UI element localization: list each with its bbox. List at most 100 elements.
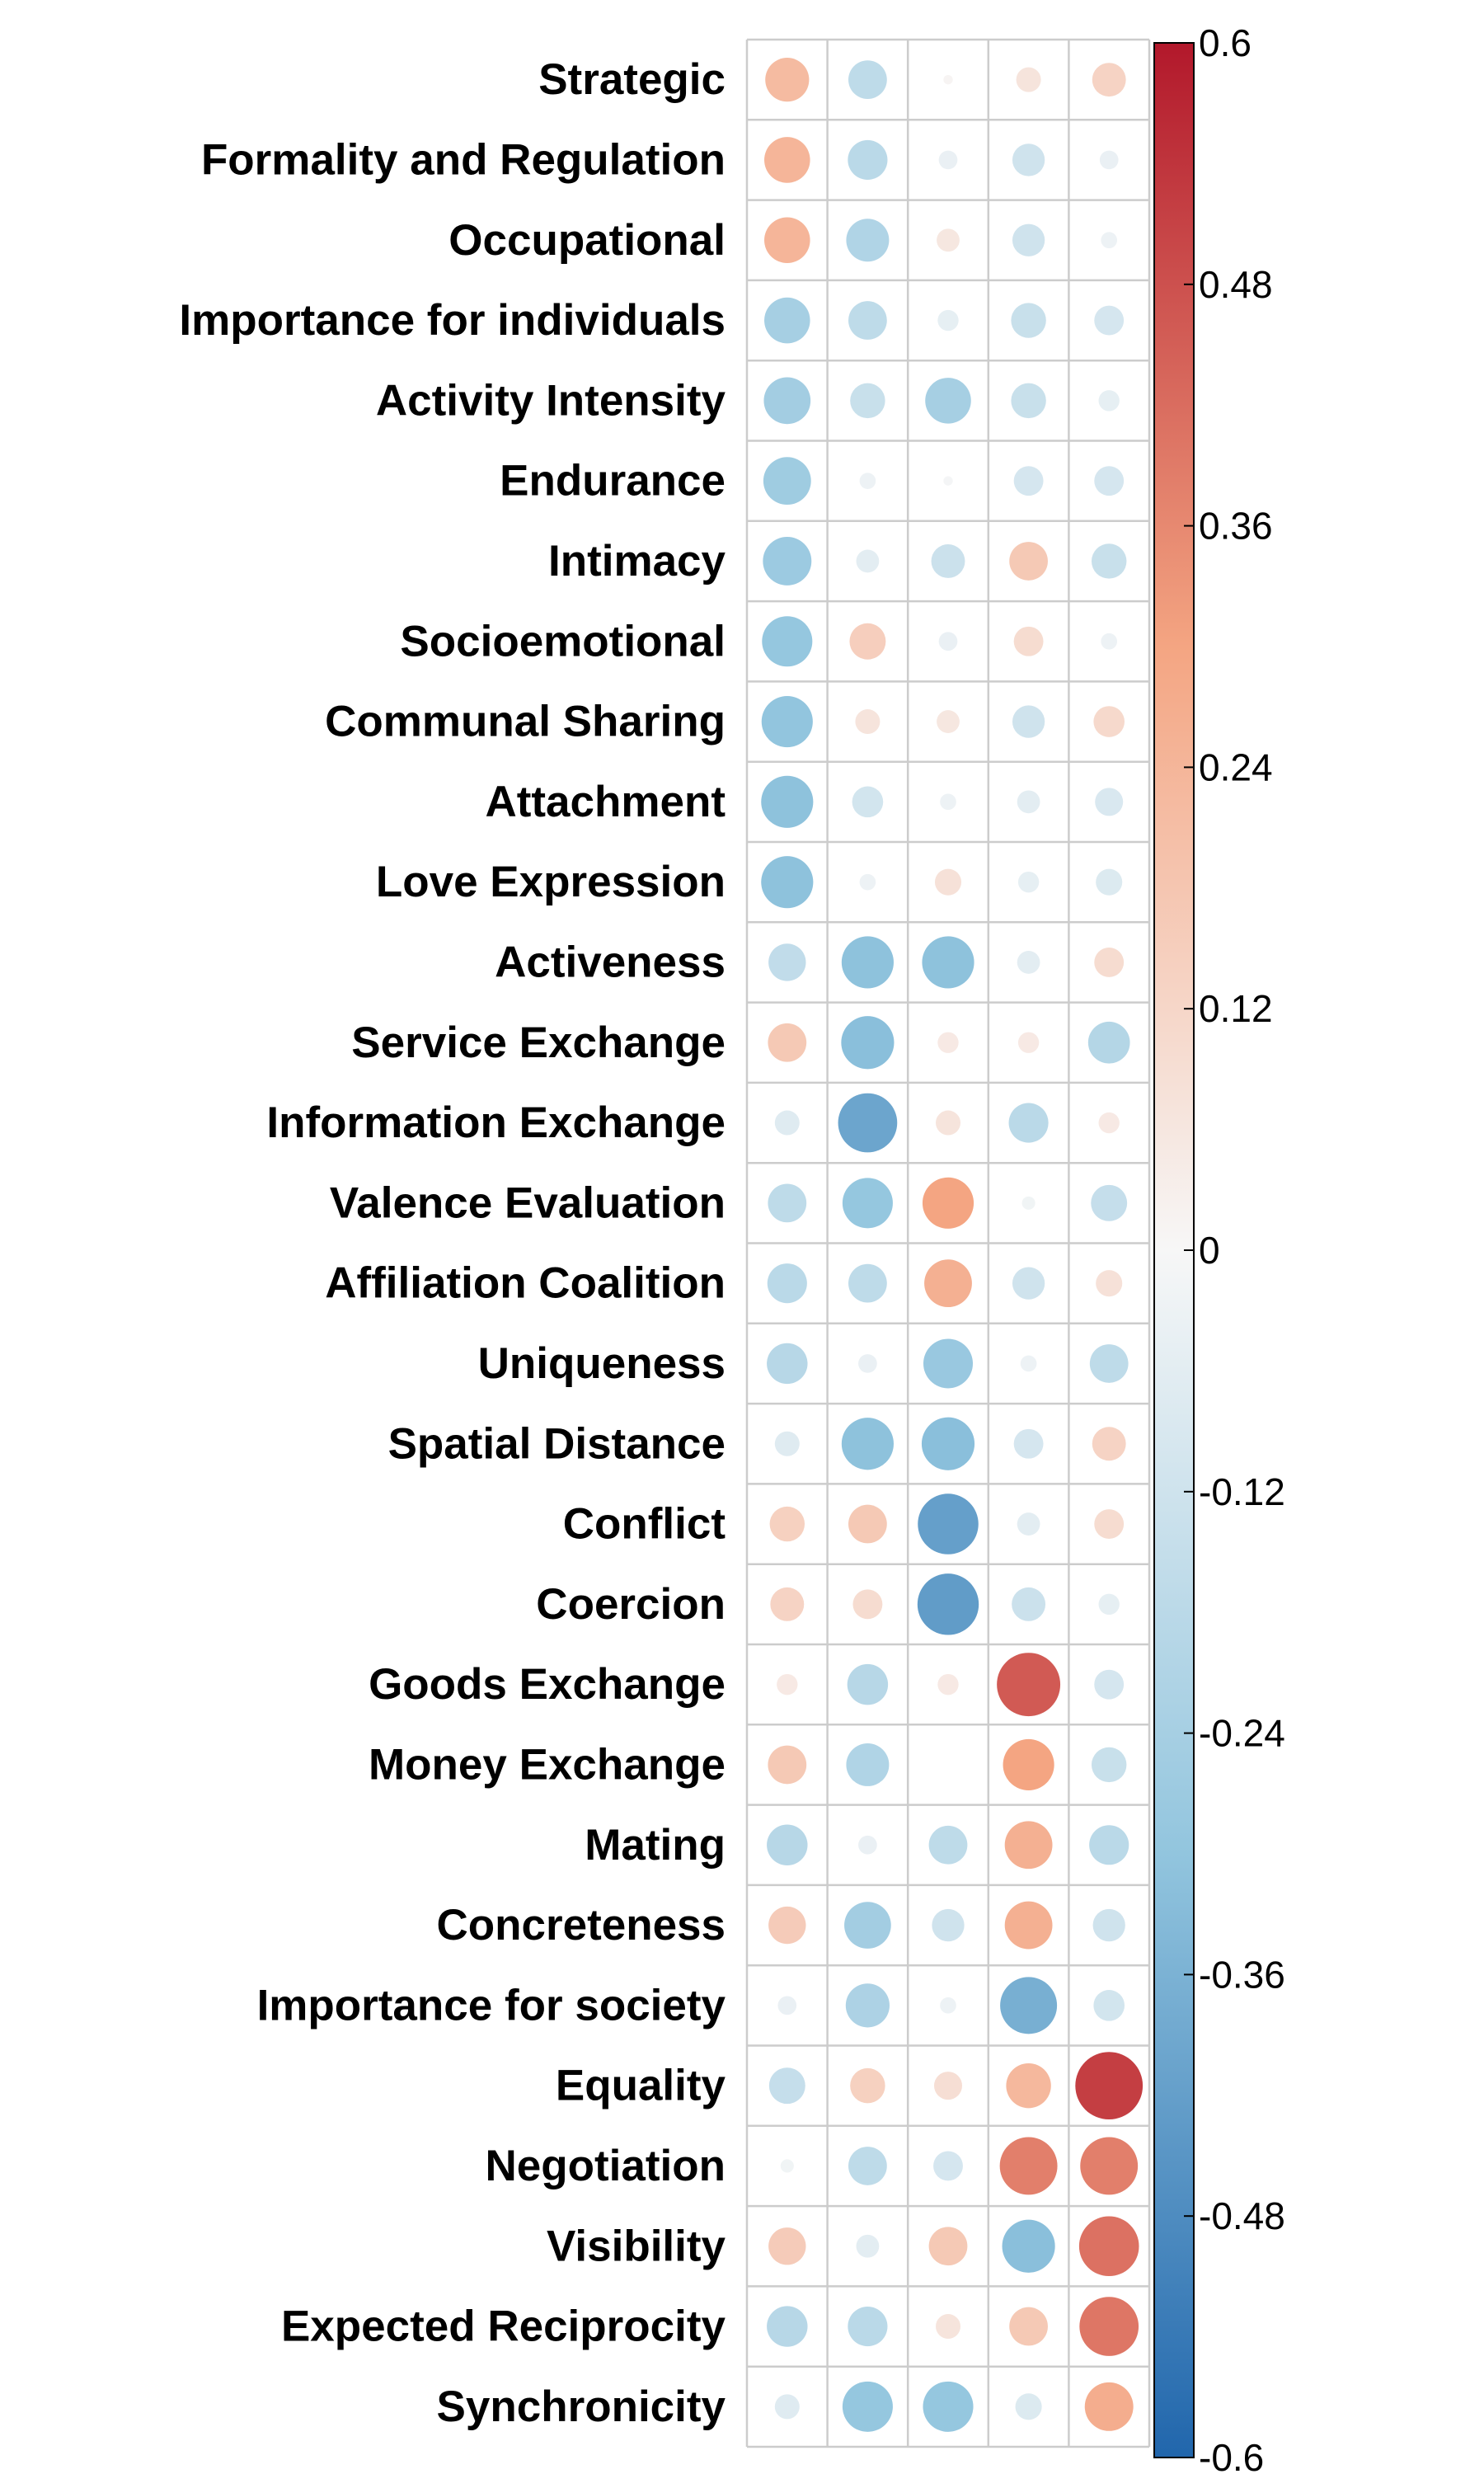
correlation-circle [768, 2067, 805, 2105]
colorbar-tick-label: 0.48 [1199, 263, 1273, 306]
correlation-circle [858, 1354, 877, 1373]
row-label: Visibility [547, 2222, 726, 2270]
correlation-circle [1009, 542, 1048, 581]
row-label: Information Exchange [266, 1098, 726, 1147]
correlation-circle [845, 1983, 890, 2028]
row-label: Socioemotional [400, 617, 726, 666]
correlation-circle [848, 2147, 887, 2185]
correlation-circle [917, 1573, 979, 1635]
correlation-circle [931, 544, 965, 578]
row-label: Endurance [500, 457, 726, 506]
correlation-circle [1094, 305, 1125, 336]
row-label: Love Expression [376, 858, 726, 906]
correlation-circle [774, 1110, 800, 1136]
correlation-circle [767, 1343, 808, 1385]
correlation-circle [764, 137, 810, 183]
correlation-circle [937, 228, 960, 252]
row-label: Strategic [538, 55, 726, 104]
correlation-circle [923, 1338, 973, 1389]
row-label: Mating [585, 1821, 726, 1870]
row-labels: Strategic Formality and Regulation Occupat… [179, 55, 726, 2431]
row-label: Communal Sharing [325, 698, 726, 746]
correlation-circle [1004, 1821, 1053, 1870]
correlation-circle [940, 1997, 956, 2014]
correlation-circle [774, 2394, 800, 2420]
row-label: Importance for individuals [179, 296, 726, 345]
correlation-circle [1013, 1428, 1044, 1459]
correlation-circle [844, 1902, 891, 1949]
correlation-circle [847, 1663, 889, 1705]
row-label: Conflict [563, 1500, 726, 1549]
correlation-circle [1096, 1270, 1123, 1297]
correlation-circle [1101, 232, 1118, 249]
correlation-circle [936, 1110, 960, 1136]
row-label: Money Exchange [369, 1740, 726, 1789]
correlation-circle [1012, 223, 1045, 256]
correlation-circle [1003, 1738, 1054, 1791]
correlation-circle [933, 2072, 963, 2100]
correlation-circle [841, 1418, 894, 1470]
correlation-circle [765, 58, 810, 102]
row-label: Uniqueness [478, 1339, 726, 1388]
correlation-circle [767, 1263, 807, 1304]
row-label: Formality and Regulation [201, 135, 726, 184]
correlation-circle [774, 1431, 800, 1456]
correlation-circle [937, 1673, 959, 1696]
correlation-circle [937, 710, 960, 733]
correlation-circle [1092, 1427, 1126, 1461]
correlation-circle [762, 616, 813, 667]
correlation-circle [848, 301, 887, 340]
row-label: Activity Intensity [376, 376, 726, 425]
correlation-circle [1008, 1103, 1049, 1143]
row-label: Intimacy [548, 537, 726, 586]
colorbar-tick-label: -0.24 [1199, 1712, 1285, 1755]
correlation-circle [1017, 1512, 1040, 1536]
correlation-circle [1011, 383, 1046, 419]
correlation-circle [1020, 1355, 1037, 1372]
correlation-circle [938, 150, 958, 170]
colorbar-tick-label: -0.36 [1199, 1953, 1285, 1996]
correlation-circle [859, 473, 876, 489]
correlation-circle [764, 217, 810, 264]
correlation-circle [1017, 871, 1040, 893]
correlation-circle [856, 2234, 880, 2258]
correlation-circle [1012, 705, 1045, 738]
row-label: Expected Reciprocity [281, 2302, 726, 2351]
grid-layer [745, 38, 1151, 2448]
correlation-circle [1092, 63, 1126, 97]
correlation-circle [932, 1908, 965, 1942]
correlation-circle [1012, 1267, 1045, 1300]
correlation-circle [1017, 790, 1040, 814]
correlation-circle [928, 2227, 968, 2266]
correlation-circle [1017, 1032, 1040, 1053]
correlation-circle [768, 1023, 807, 1062]
correlation-circle [938, 632, 958, 651]
correlation-circle [1079, 2297, 1139, 2356]
row-label: Coercion [536, 1580, 726, 1629]
correlation-circle [940, 793, 956, 811]
correlation-circle [761, 856, 814, 909]
correlation-circle [858, 1835, 877, 1855]
correlation-circle [1096, 868, 1123, 896]
correlation-circle [1084, 2382, 1134, 2431]
colorbar-tick-label: 0.6 [1199, 21, 1252, 64]
correlation-circle [1098, 1112, 1120, 1134]
correlation-circle [1012, 1587, 1046, 1621]
row-label: Equality [556, 2062, 726, 2110]
correlation-circle [918, 1493, 979, 1554]
colorbar-tick-label: -0.6 [1199, 2436, 1264, 2474]
correlation-circle [768, 1745, 807, 1785]
row-label: Spatial Distance [388, 1419, 726, 1468]
correlation-circle [1017, 951, 1040, 974]
correlation-circle [767, 2306, 808, 2347]
correlation-circle [1091, 543, 1127, 579]
correlation-circle [1094, 466, 1125, 496]
correlation-circle [1012, 143, 1045, 176]
correlation-circle [943, 476, 953, 486]
row-label: Goods Exchange [369, 1660, 726, 1709]
correlation-circle [1099, 150, 1119, 170]
correlation-circle [1091, 1747, 1127, 1783]
row-label: Synchronicity [437, 2382, 726, 2431]
correlation-circle [850, 383, 885, 419]
